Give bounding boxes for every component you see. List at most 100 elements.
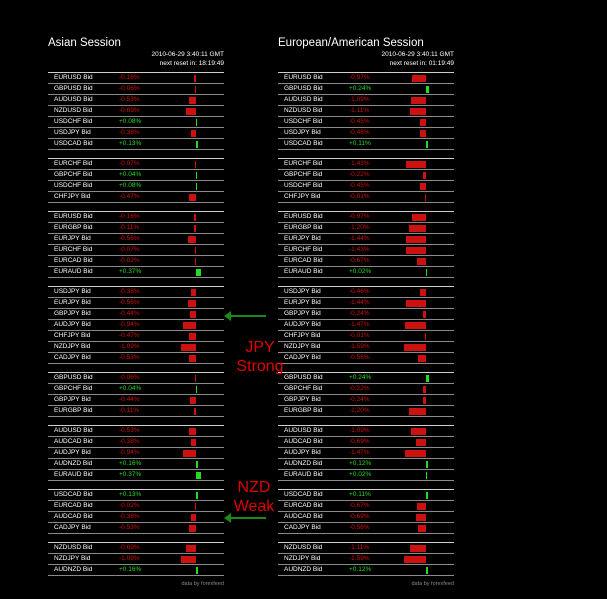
negative-bar (410, 428, 426, 435)
table-row: EURCHF Bid -0.07% (48, 159, 224, 170)
change-value: +0.02% (349, 268, 372, 275)
negative-bar (182, 322, 196, 329)
table-row: NZDJPY Bid -1.59% (278, 342, 454, 353)
negative-bar (405, 322, 426, 329)
negative-bar (405, 300, 426, 307)
change-value: +0.12% (349, 566, 372, 573)
table-row: EURGBP Bid -1.20% (278, 406, 454, 417)
change-value: -1.09% (349, 427, 370, 434)
table-row: GBPUSD Bid +0.24% (278, 84, 454, 95)
pair-label: USDJPY Bid (54, 129, 91, 136)
pair-group: EURUSD Bid -0.97% GBPUSD Bid +0.24% AUDUSD B… (278, 72, 454, 150)
table-row: GBPUSD Bid -0.06% (48, 373, 224, 384)
change-value: -0.97% (349, 74, 370, 81)
table-row: EURAUD Bid +0.02% (278, 470, 454, 481)
pair-label: AUDCAD Bid (54, 438, 93, 445)
positive-bar (196, 461, 199, 468)
table-row: AUDNZD Bid +0.12% (278, 565, 454, 576)
pair-label: AUDUSD Bid (54, 96, 93, 103)
table-row: AUDCAD Bid -0.38% (48, 437, 224, 448)
negative-bar (410, 545, 426, 552)
change-value: -0.45% (349, 118, 370, 125)
pair-label: EURUSD Bid (54, 74, 93, 81)
positive-bar (196, 269, 202, 276)
change-value: -0.67% (349, 257, 370, 264)
pair-label: EURJPY Bid (54, 235, 91, 242)
change-value: -0.69% (119, 107, 140, 114)
nzd-arrow-icon (224, 513, 266, 523)
table-row: NZDJPY Bid -1.59% (278, 554, 454, 565)
pair-label: AUDUSD Bid (284, 96, 323, 103)
change-value: -0.67% (349, 502, 370, 509)
change-value: -0.53% (119, 427, 140, 434)
pair-label: EURCAD Bid (284, 502, 323, 509)
euro-groups: EURUSD Bid -0.97% GBPUSD Bid +0.24% AUDUSD B… (278, 72, 454, 576)
jpy-arrow-icon (224, 311, 266, 321)
table-row: GBPCHF Bid -0.22% (278, 170, 454, 181)
nzd-annotation-line2: Weak (233, 498, 275, 515)
pair-label: CADJPY Bid (284, 524, 321, 531)
pair-label: EURAUD Bid (54, 268, 93, 275)
pair-label: AUDNZD Bid (54, 460, 93, 467)
negative-bar (190, 289, 196, 296)
table-row: USDCHF Bid -0.45% (278, 117, 454, 128)
table-row: NZDUSD Bid -0.69% (48, 106, 224, 117)
change-value: -1.47% (349, 321, 370, 328)
change-value: -1.44% (349, 299, 370, 306)
pair-group: EURCHF Bid -1.43% GBPCHF Bid -0.22% USDCHF B… (278, 158, 454, 203)
change-value: -0.94% (119, 321, 140, 328)
negative-bar (422, 386, 426, 393)
table-row: AUDJPY Bid -1.47% (278, 320, 454, 331)
pair-label: EURAUD Bid (54, 471, 93, 478)
positive-bar (426, 375, 430, 382)
table-row: EURAUD Bid +0.37% (48, 470, 224, 481)
table-row: EURGBP Bid -0.11% (48, 223, 224, 234)
table-row: GBPUSD Bid -0.06% (48, 84, 224, 95)
asian-groups: EURUSD Bid -0.16% GBPUSD Bid -0.06% AUDUSD B… (48, 72, 224, 576)
pair-label: CHFJPY Bid (284, 332, 321, 339)
table-row: EURCHF Bid -1.43% (278, 245, 454, 256)
pair-group: EURCHF Bid -0.07% GBPCHF Bid +0.04% USDCHF B… (48, 158, 224, 203)
table-row: NZDUSD Bid -1.11% (278, 106, 454, 117)
table-row: EURCAD Bid -0.02% (48, 256, 224, 267)
table-row: CADJPY Bid -0.53% (48, 353, 224, 364)
table-row: GBPJPY Bid -0.24% (278, 309, 454, 320)
pair-label: AUDJPY Bid (54, 449, 91, 456)
positive-bar (196, 183, 198, 190)
pair-label: GBPUSD Bid (54, 374, 93, 381)
pair-label: USDCHF Bid (284, 118, 323, 125)
change-value: +0.04% (119, 385, 142, 392)
pair-group: NZDUSD Bid -1.11% NZDJPY Bid -1.59% AUDNZD B… (278, 542, 454, 576)
pair-label: CHFJPY Bid (54, 332, 91, 339)
negative-bar (422, 397, 426, 404)
change-value: -0.56% (349, 354, 370, 361)
jpy-annotation-line1: JPY (245, 339, 275, 356)
negative-bar (416, 439, 426, 446)
negative-bar (425, 194, 426, 201)
negative-bar (194, 225, 196, 232)
euro-timestamp: 2010-06-29 3:40:11 GMT (381, 51, 454, 58)
euro-session-title: European/American Session (278, 37, 424, 49)
change-value: -0.45% (349, 182, 370, 189)
negative-bar (403, 556, 426, 563)
pair-label: EURCAD Bid (284, 257, 323, 264)
positive-bar (426, 472, 427, 479)
positive-bar (426, 492, 428, 499)
change-value: -0.53% (119, 96, 140, 103)
change-value: +0.16% (119, 566, 142, 573)
table-row: USDCHF Bid -0.45% (278, 181, 454, 192)
pair-label: NZDJPY Bid (284, 343, 321, 350)
negative-bar (188, 355, 196, 362)
pair-label: AUDNZD Bid (284, 460, 323, 467)
pair-label: EURUSD Bid (54, 213, 93, 220)
pair-label: EURCHF Bid (54, 246, 93, 253)
pair-label: GBPJPY Bid (284, 396, 321, 403)
negative-bar (405, 236, 426, 243)
negative-bar (180, 556, 196, 563)
pair-label: EURCHF Bid (54, 160, 93, 167)
table-row: AUDNZD Bid +0.12% (278, 459, 454, 470)
change-value: -1.59% (349, 555, 370, 562)
table-row: USDCHF Bid +0.08% (48, 117, 224, 128)
pair-label: EURJPY Bid (284, 299, 321, 306)
negative-bar (195, 161, 196, 168)
